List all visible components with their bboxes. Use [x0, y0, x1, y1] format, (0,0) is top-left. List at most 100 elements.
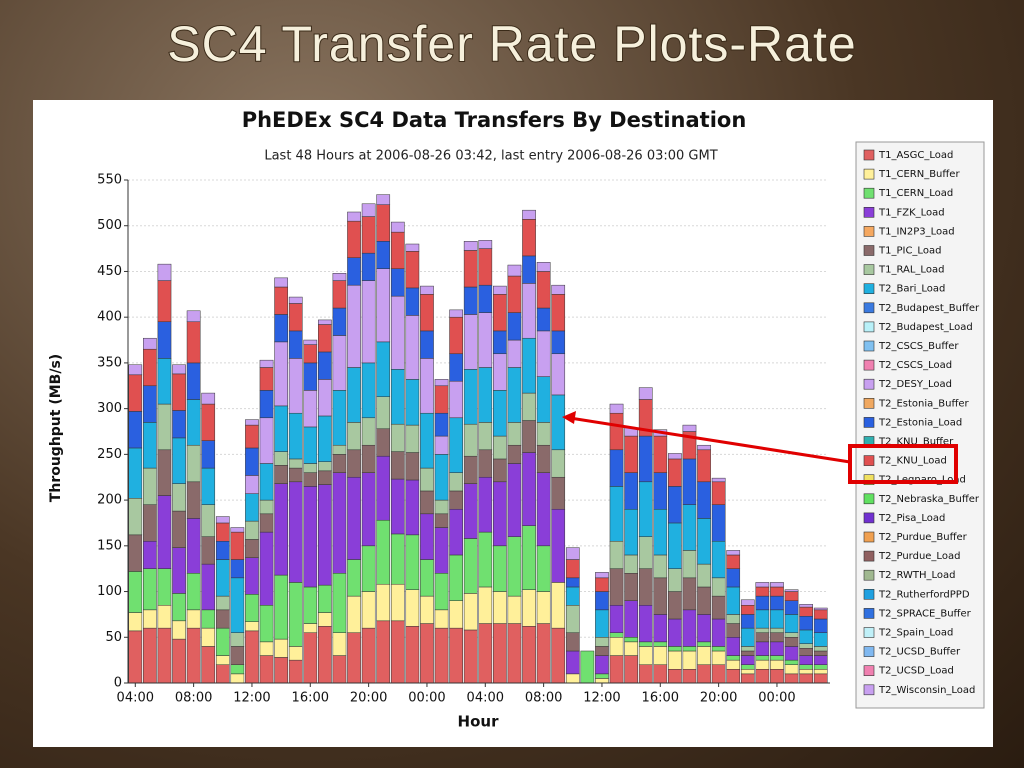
- bar-segment: [318, 415, 332, 462]
- bar-segment: [770, 632, 784, 643]
- bar-segment: [172, 373, 186, 411]
- bar-segment: [201, 467, 216, 505]
- bar-segment: [215, 664, 230, 684]
- bar-segment: [332, 280, 347, 309]
- bar-segment: [434, 385, 449, 414]
- bar-segment: [215, 655, 230, 665]
- bar-segment: [274, 405, 288, 452]
- bar-segment: [361, 417, 376, 446]
- bar-segment: [128, 534, 143, 572]
- bar-segment: [697, 444, 711, 451]
- bar-segment: [376, 204, 391, 242]
- legend-label: T2_RWTH_Load: [878, 570, 956, 581]
- legend-label: T2_Wisconsin_Load: [878, 685, 975, 696]
- bar-segment: [551, 627, 566, 684]
- x-tick-label: 00:00: [758, 691, 795, 706]
- bar-segment: [595, 655, 609, 675]
- bar-segment: [274, 483, 288, 576]
- bar-segment: [726, 614, 741, 624]
- bar-segment: [478, 367, 493, 423]
- bar-segment: [128, 364, 143, 376]
- legend-label: T2_Purdue_Load: [878, 551, 960, 562]
- bar-segment: [376, 455, 391, 521]
- bar-segment: [157, 605, 172, 629]
- bar-segment: [318, 470, 332, 485]
- legend-label: T2_Purdue_Buffer: [878, 532, 968, 543]
- arrow-head: [562, 411, 576, 424]
- bar-segment: [332, 335, 347, 391]
- bar-segment: [740, 655, 755, 665]
- bar-segment: [347, 595, 361, 633]
- bar-segment: [245, 475, 259, 494]
- y-tick-label: 500: [97, 218, 122, 233]
- legend-label: T1_RAL_Load: [878, 265, 944, 276]
- bar-segment: [172, 483, 186, 512]
- bar-segment: [172, 638, 186, 684]
- bar-segment: [434, 499, 449, 515]
- bar-segment: [770, 609, 784, 629]
- bar-segment: [813, 609, 828, 620]
- bar-segment: [361, 216, 376, 254]
- bar-segment: [128, 630, 143, 684]
- bar-segment: [682, 504, 697, 551]
- bar-segment: [478, 248, 493, 286]
- y-tick-label: 350: [97, 355, 122, 370]
- bar-segment: [493, 390, 507, 437]
- bar-segment: [653, 664, 668, 684]
- bar-segment: [405, 479, 420, 536]
- bar-segment: [624, 600, 638, 638]
- y-tick-label: 300: [97, 401, 122, 416]
- x-tick-label: 08:00: [525, 691, 562, 706]
- bar-segment: [463, 286, 478, 315]
- bar-segment: [799, 643, 813, 649]
- bar-segment: [565, 559, 580, 579]
- bar-segment: [420, 595, 434, 624]
- bar-segment: [259, 499, 274, 515]
- bar-segment: [653, 614, 668, 643]
- bar-segment: [682, 550, 697, 579]
- bar-segment: [288, 358, 303, 414]
- bar-segment: [668, 568, 682, 592]
- bar-segment: [405, 424, 420, 453]
- bar-segment: [770, 627, 784, 633]
- bar-segment: [784, 632, 799, 638]
- bar-segment: [449, 417, 463, 473]
- bar-segment: [799, 664, 813, 670]
- bar-segment: [463, 369, 478, 425]
- legend-swatch: [863, 149, 875, 161]
- bar-segment: [172, 410, 186, 439]
- bar-segment: [711, 481, 726, 505]
- bar-segment: [361, 252, 376, 281]
- y-tick-label: 0: [114, 676, 122, 691]
- bar-segment: [186, 627, 201, 684]
- bar-segment: [332, 307, 347, 336]
- bar-segment: [740, 669, 755, 675]
- bar-segment: [186, 573, 201, 611]
- bar-segment: [274, 451, 288, 466]
- bar-segment: [303, 632, 318, 684]
- legend-label: T2_KNU_Buffer: [878, 437, 954, 448]
- bar-segment: [157, 263, 172, 281]
- legend-swatch: [863, 417, 875, 428]
- bar-segment: [668, 522, 682, 569]
- bar-segment: [259, 513, 274, 533]
- bar-segment: [609, 632, 624, 638]
- legend-swatch: [863, 321, 875, 333]
- bar-segment: [682, 458, 697, 505]
- bar-segment: [668, 453, 682, 460]
- y-axis-label: Throughput (MB/s): [48, 354, 64, 502]
- bar-segment: [624, 435, 638, 473]
- bar-segment: [390, 268, 405, 297]
- bar-segment: [726, 554, 741, 569]
- bar-segment: [288, 481, 303, 583]
- bar-segment: [259, 463, 274, 501]
- bar-segment: [376, 194, 391, 205]
- bar-segment: [740, 614, 755, 629]
- legend-swatch: [863, 207, 875, 218]
- bar-segment: [288, 458, 303, 469]
- bar-segment: [493, 623, 507, 684]
- bar-segment: [813, 664, 828, 670]
- bar-segment: [230, 531, 245, 560]
- bar-segment: [143, 422, 157, 469]
